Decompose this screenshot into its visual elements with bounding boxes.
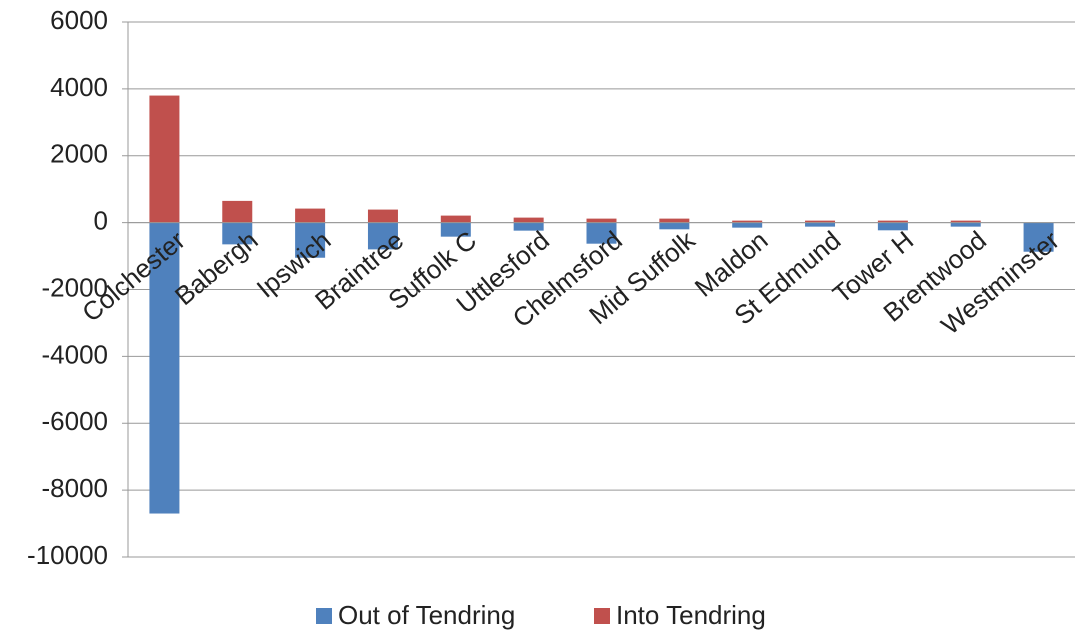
bar bbox=[659, 218, 690, 223]
bar bbox=[732, 222, 763, 228]
bar bbox=[513, 222, 544, 231]
bar bbox=[367, 222, 398, 250]
y-tick-label: 0 bbox=[94, 206, 108, 236]
bar bbox=[732, 220, 763, 223]
bar bbox=[440, 215, 471, 223]
x-tick-label: Babergh bbox=[169, 225, 264, 311]
bar bbox=[805, 220, 836, 223]
bar bbox=[440, 222, 471, 237]
bar bbox=[805, 222, 836, 227]
y-tick-label: 2000 bbox=[50, 139, 108, 169]
y-tick-label: 4000 bbox=[50, 72, 108, 102]
y-tick-label: -4000 bbox=[42, 339, 109, 369]
bar bbox=[295, 222, 326, 258]
bar bbox=[295, 208, 326, 223]
bar bbox=[877, 222, 908, 231]
legend-swatch bbox=[594, 608, 610, 624]
bar bbox=[586, 218, 617, 223]
bar bbox=[513, 217, 544, 223]
bar bbox=[659, 222, 690, 230]
legend-label: Into Tendring bbox=[616, 600, 766, 630]
bar bbox=[222, 222, 253, 245]
y-tick-label: -2000 bbox=[42, 272, 109, 302]
y-tick-label: -8000 bbox=[42, 473, 109, 503]
y-tick-label: -6000 bbox=[42, 406, 109, 436]
bar bbox=[149, 95, 180, 223]
y-tick-label: -10000 bbox=[27, 540, 108, 570]
bar bbox=[149, 222, 180, 514]
legend-swatch bbox=[316, 608, 332, 624]
bar bbox=[877, 220, 908, 223]
bar bbox=[367, 209, 398, 223]
legend-label: Out of Tendring bbox=[338, 600, 515, 630]
y-tick-label: 6000 bbox=[50, 5, 108, 35]
bar bbox=[222, 200, 253, 223]
bar bbox=[950, 220, 981, 223]
bar bbox=[586, 222, 617, 244]
bar bbox=[950, 222, 981, 227]
bar bbox=[1023, 222, 1054, 252]
